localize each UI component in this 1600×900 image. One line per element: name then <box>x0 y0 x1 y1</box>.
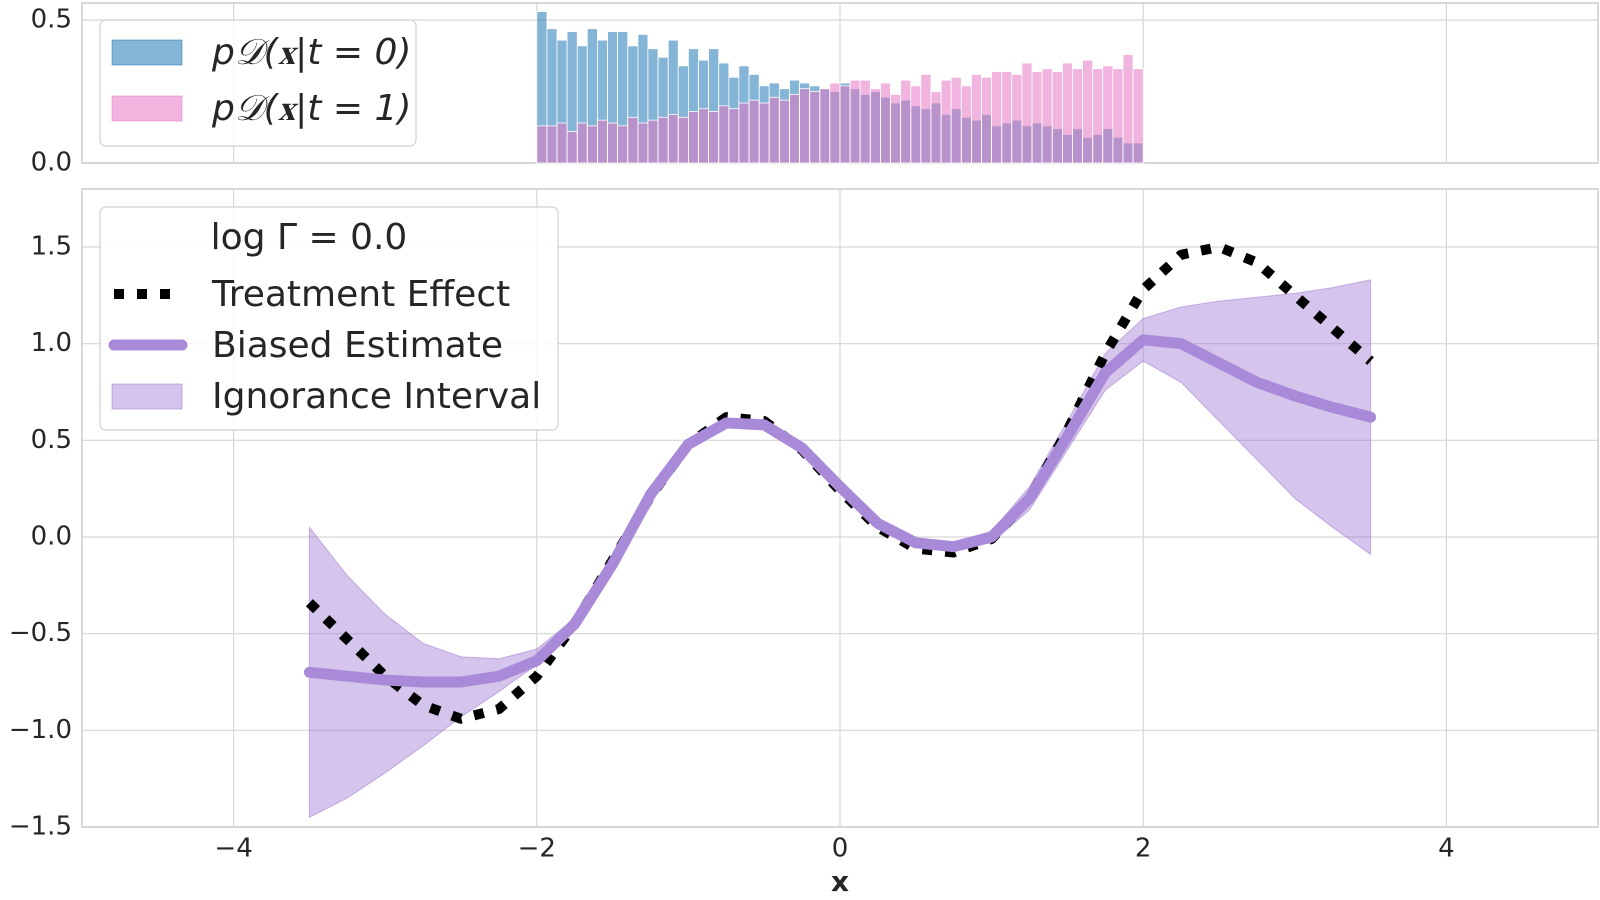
histogram-bar <box>667 114 679 164</box>
histogram-bar <box>1031 71 1043 164</box>
y-tick-label: 0.0 <box>31 148 72 178</box>
histogram-bar <box>971 74 982 164</box>
y-tick-label: 1.5 <box>31 232 72 262</box>
histogram-bar <box>859 79 871 164</box>
x-tick-label: 4 <box>1438 834 1455 864</box>
histogram-bar <box>617 125 629 164</box>
histogram-bar <box>556 122 568 164</box>
histogram-bar <box>1061 62 1073 164</box>
histogram-bar <box>586 125 598 164</box>
y-tick-label: 0.5 <box>31 5 72 35</box>
axes-frame <box>81 188 1599 828</box>
histogram-bar <box>597 119 608 164</box>
legend-box <box>99 206 559 431</box>
histogram-bar <box>869 88 881 164</box>
histogram-bar <box>728 108 740 164</box>
legend-swatch <box>111 39 183 66</box>
histogram-bar <box>960 85 972 164</box>
legend-swatch <box>111 383 183 410</box>
histogram-bar <box>758 102 770 164</box>
histogram-bar <box>637 122 649 164</box>
legend-title: log Γ = 0.0 <box>211 217 408 258</box>
histogram-bar <box>809 91 821 164</box>
histogram-bar <box>1072 68 1083 164</box>
histogram-bar <box>1001 71 1013 164</box>
histogram-bar <box>799 88 811 164</box>
legend-label: Treatment Effect <box>211 274 510 315</box>
y-tick-label: 0.0 <box>31 522 72 552</box>
histogram-bar <box>1041 68 1053 164</box>
histogram-bar <box>950 76 962 164</box>
y-tick-label: −1.0 <box>9 715 72 745</box>
histogram-bar <box>1092 68 1104 164</box>
legend-label: Ignorance Interval <box>212 376 541 417</box>
histogram-bar <box>708 111 720 164</box>
legend-label: p𝒟(𝐱|t = 1) <box>211 88 411 129</box>
histogram-bar <box>576 122 588 164</box>
histogram-bar <box>829 82 841 164</box>
histogram-bar <box>930 91 942 164</box>
histogram-bar <box>910 85 922 164</box>
histogram-bar <box>1051 71 1063 164</box>
histogram-bar <box>627 116 639 164</box>
histogram-bar <box>607 122 619 164</box>
x-axis-label: x <box>831 865 849 898</box>
legend-swatch <box>111 95 183 122</box>
histogram-bar <box>839 85 851 164</box>
histogram-bar <box>657 116 669 164</box>
histogram-bar <box>890 94 902 164</box>
histogram-bar <box>748 99 760 164</box>
histogram-bar <box>940 79 952 164</box>
histogram-bar <box>1122 54 1134 164</box>
legend-label: Biased Estimate <box>212 325 503 366</box>
legend-label: p𝒟(𝐱|t = 0) <box>211 32 411 73</box>
y-tick-label: −0.5 <box>9 618 72 648</box>
histogram-bar <box>1102 65 1114 164</box>
histogram-bar <box>718 105 730 164</box>
histogram-bar <box>920 74 932 164</box>
line <box>303 334 1377 688</box>
histogram-bar <box>738 102 750 164</box>
x-tick-label: 0 <box>832 834 849 864</box>
histogram-bar <box>1112 68 1124 164</box>
histogram-bar <box>698 108 709 164</box>
histogram-bar <box>1132 68 1144 164</box>
histogram-bar <box>768 96 780 164</box>
histogram-bar <box>566 131 578 164</box>
x-tick-label: 2 <box>1135 834 1152 864</box>
histogram-bar <box>900 79 912 164</box>
histogram-bar <box>849 79 861 164</box>
x-tick-label: −2 <box>518 834 556 864</box>
histogram-bar <box>677 116 689 164</box>
y-tick-label: 0.5 <box>31 425 72 455</box>
y-tick-label: 1.0 <box>31 328 72 358</box>
histogram-bar <box>688 111 699 164</box>
x-tick-label: −4 <box>214 834 252 864</box>
histogram-bar <box>778 99 790 164</box>
histogram-bar <box>789 94 800 164</box>
histogram-bar <box>546 125 558 164</box>
histogram-bar <box>647 119 659 164</box>
histogram-bar <box>1011 74 1023 164</box>
histogram-bar <box>1021 62 1033 164</box>
histogram-bar <box>819 88 831 164</box>
histogram-bar <box>981 76 993 164</box>
histogram-bar <box>1082 59 1094 164</box>
y-tick-label: −1.5 <box>9 812 72 842</box>
histogram-bar <box>536 125 548 164</box>
histogram-bar <box>880 82 891 164</box>
histogram-bar <box>991 71 1003 164</box>
